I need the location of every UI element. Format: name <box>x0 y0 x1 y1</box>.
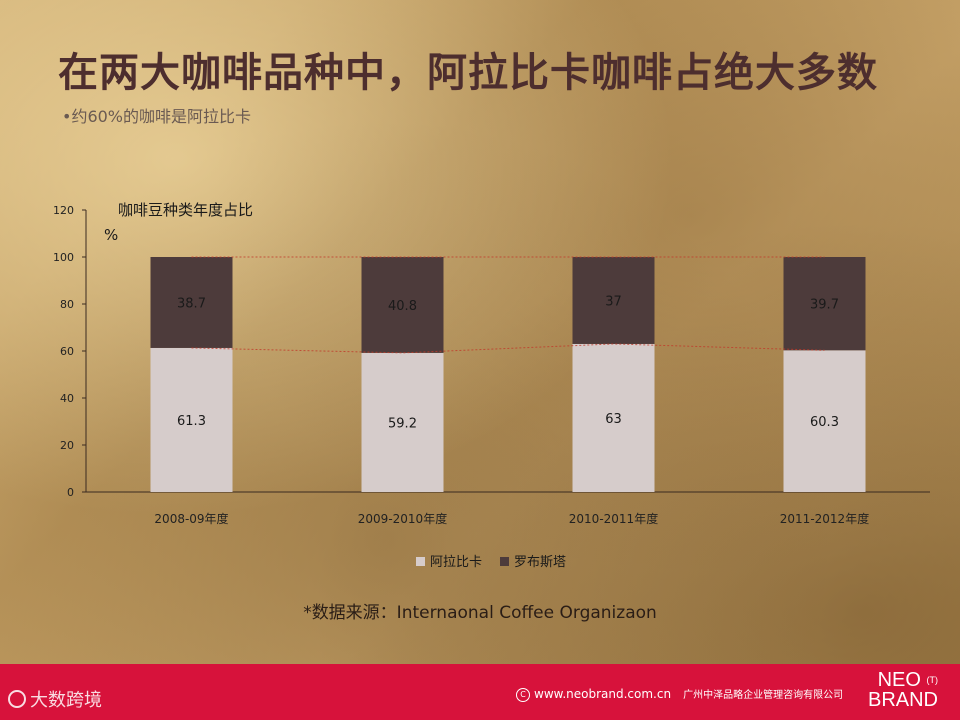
y-tick-label: 40 <box>60 392 74 405</box>
bar-value-label: 37 <box>605 294 622 309</box>
bar-value-label: 59.2 <box>388 416 417 431</box>
copyright-icon: C <box>516 687 530 702</box>
legend-label-2: 罗布斯塔 <box>514 555 566 570</box>
bar-segment-2 <box>783 257 866 351</box>
chart-title: 咖啡豆种类年度占比 <box>118 201 253 219</box>
legend-label-1: 阿拉比卡 <box>430 555 482 570</box>
x-tick-label: 2009-2010年度 <box>358 511 447 526</box>
y-tick-label: 100 <box>53 251 74 264</box>
footer-left-logo: 大数跨境 <box>8 686 102 712</box>
data-source-note: *数据来源：Internaonal Coffee Organizaon <box>303 603 657 623</box>
bar-segment-2 <box>150 257 233 348</box>
stacked-bar-chart: 咖啡豆种类年度占比% 0 20 40 60 80 100 120 61.3 38.7 2008-09… <box>53 201 930 570</box>
x-tick-label: 2011-2012年度 <box>780 511 869 526</box>
page-title: 在两大咖啡品种中，阿拉比卡咖啡占绝大多数 <box>58 50 878 96</box>
x-tick-label: 2010-2011年度 <box>569 511 658 526</box>
bar-value-label: 40.8 <box>388 299 417 314</box>
brand-logo-line2: BRAND <box>867 689 938 711</box>
bar-segment-1 <box>783 350 866 492</box>
logo-mark-icon <box>8 690 26 708</box>
y-axis-label: % <box>104 226 118 244</box>
footer-url[interactable]: www.neobrand.com.cn <box>534 687 672 701</box>
y-tick-label: 20 <box>60 439 74 452</box>
bar-segment-1 <box>572 343 655 492</box>
footer-company: 广州中泽品略企业管理咨询有限公司 <box>683 690 844 701</box>
bar-value-label: 61.3 <box>177 414 206 429</box>
footer-left-logo-text: 大数跨境 <box>30 690 102 711</box>
x-tick-label: 2008-09年度 <box>154 511 228 526</box>
bar-value-label: 38.7 <box>177 296 206 311</box>
bar-segment-1 <box>150 347 233 492</box>
bar-segment-1 <box>361 352 444 492</box>
y-tick-label: 80 <box>60 298 74 311</box>
y-tick-label: 60 <box>60 345 74 358</box>
page-subtitle: •约60%的咖啡是阿拉比卡 <box>62 107 252 126</box>
bar-value-label: 39.7 <box>810 298 839 313</box>
legend-swatch-1 <box>416 557 425 566</box>
brand-logo: NEO (T) BRAND <box>868 670 938 710</box>
legend-swatch-2 <box>500 557 509 566</box>
y-tick-label: 0 <box>67 486 74 499</box>
brand-logo-line1: NEO <box>877 669 921 691</box>
bar-segment-2 <box>572 257 655 344</box>
bar-value-label: 60.3 <box>810 415 839 430</box>
y-tick-label: 120 <box>53 204 74 217</box>
bar-segment-2 <box>361 257 444 353</box>
series-line-split <box>191 343 825 354</box>
brand-trademark: (T) <box>926 675 939 685</box>
bar-value-label: 63 <box>605 412 622 427</box>
